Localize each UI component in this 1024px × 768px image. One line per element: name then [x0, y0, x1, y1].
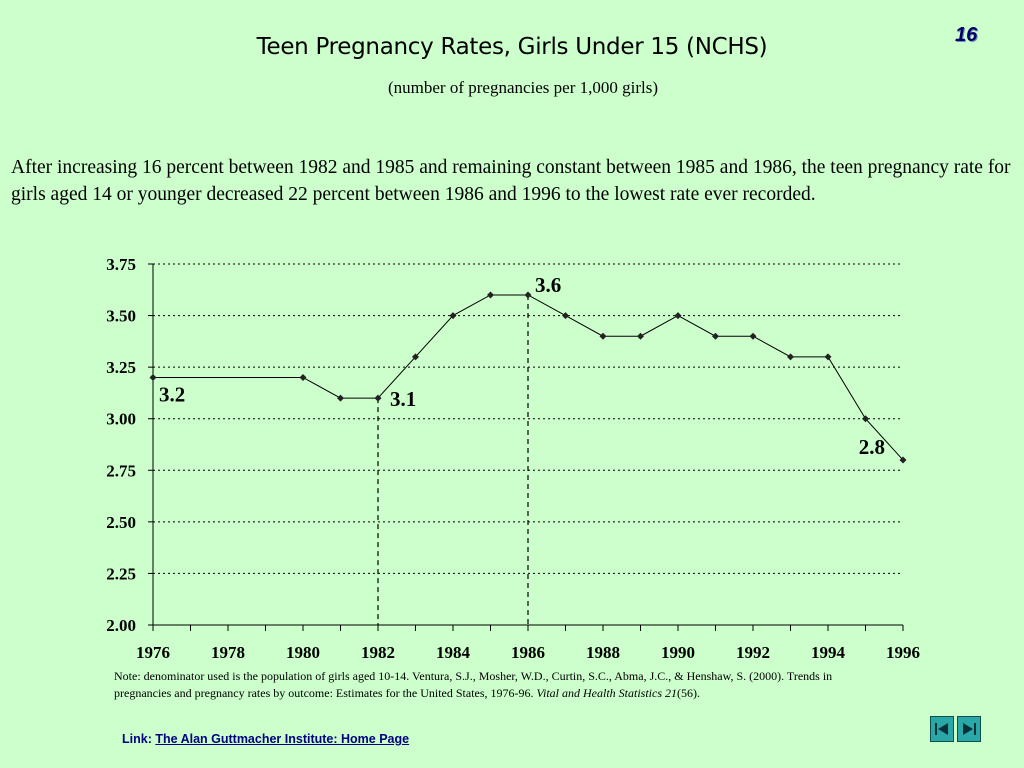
x-tick-label: 1986 [511, 643, 545, 662]
data-point [749, 332, 757, 340]
x-tick-label: 1992 [736, 643, 770, 662]
slide-number: 16 [955, 24, 978, 46]
data-point [562, 312, 569, 320]
x-tick-label: 1980 [286, 643, 320, 662]
y-tick-label: 3.25 [106, 358, 136, 377]
x-tick-label: 1984 [436, 643, 471, 662]
link-label: Link: [122, 732, 152, 746]
teen-pregnancy-line-chart: 2.00 2.25 2.50 2.75 3.00 3.25 3.50 3.75 1976 1978… [106, 255, 920, 662]
data-point [674, 312, 682, 320]
data-point [299, 373, 307, 381]
data-point [412, 353, 419, 361]
data-point [862, 415, 869, 423]
data-point [599, 332, 607, 340]
data-point [449, 312, 457, 320]
data-point [374, 394, 382, 402]
data-point [524, 291, 532, 299]
previous-slide-button[interactable] [930, 716, 954, 742]
x-tick-label: 1994 [811, 643, 846, 662]
y-tick-label: 2.50 [106, 513, 136, 532]
label-layer: 3.2 3.1 3.6 2.8 [159, 273, 885, 459]
slide-subtitle: (number of pregnancies per 1,000 girls) [387, 78, 659, 97]
link-row: Link: The Alan Guttmacher Institute: Hom… [122, 732, 409, 746]
slide-navigation [930, 716, 981, 742]
data-point [337, 394, 344, 402]
x-tick-label: 1976 [136, 643, 170, 662]
data-point [149, 373, 157, 381]
next-slide-button[interactable] [957, 716, 981, 742]
x-tick-label: 1988 [586, 643, 620, 662]
data-point [487, 291, 494, 299]
next-slide-icon [963, 723, 976, 735]
data-label: 2.8 [859, 435, 885, 459]
axes-layer: 2.00 2.25 2.50 2.75 3.00 3.25 3.50 3.75 1976 1978… [106, 255, 920, 662]
reference-lines [377, 294, 529, 625]
x-tick-label: 1978 [211, 643, 245, 662]
y-tick-label: 2.75 [106, 461, 136, 480]
series-line [153, 294, 904, 461]
x-tick-label: 1982 [361, 643, 395, 662]
series-layer [149, 291, 907, 464]
data-point [787, 353, 794, 361]
guttmacher-home-link[interactable]: The Alan Guttmacher Institute: Home Page [155, 732, 410, 746]
data-label: 3.1 [390, 387, 416, 411]
x-tick-label: 1990 [661, 643, 695, 662]
note-journal: Vital and Health Statistics 21 [536, 686, 677, 700]
data-point [712, 332, 719, 340]
previous-slide-icon [935, 723, 948, 735]
grid-layer [153, 263, 903, 574]
y-tick-label: 3.50 [106, 307, 136, 326]
data-label: 3.2 [159, 382, 185, 406]
data-label: 3.6 [535, 273, 561, 297]
note-suffix: (56). [676, 686, 700, 700]
slide-title: Teen Pregnancy Rates, Girls Under 15 (NC… [256, 34, 768, 60]
source-note: Note: denominator used is the population… [114, 668, 879, 702]
y-tick-label: 3.00 [106, 410, 136, 429]
note-text: Note: denominator used is the population… [114, 669, 833, 700]
data-point [899, 456, 907, 464]
data-point [824, 353, 832, 361]
data-point [637, 332, 644, 340]
summary-paragraph: After increasing 16 percent between 1982… [11, 157, 1011, 205]
y-tick-label: 2.00 [106, 616, 136, 635]
y-tick-label: 2.25 [106, 564, 136, 583]
x-tick-label: 1996 [886, 643, 920, 662]
y-tick-label: 3.75 [106, 255, 136, 274]
